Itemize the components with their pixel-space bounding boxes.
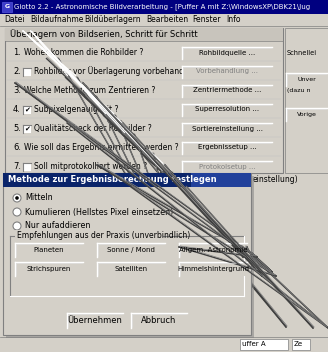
Text: Vorige: Vorige <box>297 112 317 117</box>
Bar <box>97 243 165 257</box>
Bar <box>240 339 288 350</box>
Text: Fenster: Fenster <box>192 15 220 25</box>
Bar <box>0 0 328 14</box>
Text: 4.: 4. <box>13 105 21 114</box>
Text: Ze: Ze <box>294 341 303 347</box>
Text: uffer A: uffer A <box>242 341 266 347</box>
Text: Satelliten: Satelliten <box>114 266 148 272</box>
Text: 3.: 3. <box>13 86 21 95</box>
Bar <box>0 337 328 352</box>
Text: Empfehlungen aus der Praxis (unverbindlich): Empfehlungen aus der Praxis (unverbindli… <box>17 231 190 239</box>
Bar <box>23 163 31 170</box>
Bar <box>15 230 163 239</box>
Text: Subpixelgenauigkeit ?: Subpixelgenauigkeit ? <box>34 105 118 114</box>
Bar <box>182 122 272 134</box>
Bar <box>23 125 31 132</box>
Bar <box>179 243 247 257</box>
Bar <box>182 161 272 172</box>
Bar <box>182 142 272 153</box>
Bar <box>67 313 123 328</box>
Bar <box>23 68 31 75</box>
Text: Bearbeiten: Bearbeiten <box>146 15 188 25</box>
Text: Bildüberlagern: Bildüberlagern <box>84 15 141 25</box>
Text: Sortiereinstellung ...: Sortiereinstellung ... <box>192 126 262 132</box>
Bar <box>3 173 251 335</box>
Circle shape <box>13 222 21 230</box>
Text: Allgem. Astronomie: Allgem. Astronomie <box>179 247 247 253</box>
Bar <box>286 73 327 86</box>
Text: Unver: Unver <box>297 77 316 82</box>
Text: Ergebnissetup ...: Ergebnissetup ... <box>198 145 256 151</box>
Bar <box>15 262 83 276</box>
Bar <box>10 236 244 301</box>
Text: Rohbildquelle ...: Rohbildquelle ... <box>199 50 255 56</box>
Text: Datei: Datei <box>4 15 25 25</box>
Bar <box>2 2 12 12</box>
Text: Welche Methode zum Zentrieren ?: Welche Methode zum Zentrieren ? <box>24 86 155 95</box>
Bar <box>0 337 328 352</box>
Text: Superresolution ...: Superresolution ... <box>195 107 259 113</box>
Text: Soll mitprotokolliert werden ?: Soll mitprotokolliert werden ? <box>34 162 147 171</box>
Text: Nur aufaddieren: Nur aufaddieren <box>25 221 91 231</box>
Text: Rohbilder vor Überlagerung vorbehandeln ?: Rohbilder vor Überlagerung vorbehandeln … <box>34 67 202 76</box>
Text: Schnellei: Schnellei <box>287 50 317 56</box>
Text: 5.: 5. <box>13 124 21 133</box>
Text: 1.: 1. <box>13 48 21 57</box>
Bar <box>182 103 272 115</box>
Bar <box>6 176 254 338</box>
Text: ✔: ✔ <box>24 107 30 113</box>
Text: Info: Info <box>226 15 240 25</box>
Text: Bildaufnahme: Bildaufnahme <box>30 15 83 25</box>
Text: Methode zur Ergebnisberechnung festlegen: Methode zur Ergebnisberechnung festlegen <box>8 176 216 184</box>
Bar <box>292 339 310 350</box>
Text: Sonne / Mond: Sonne / Mond <box>107 247 155 253</box>
Text: Zentriermethode ...: Zentriermethode ... <box>193 88 261 94</box>
Text: Vorbehandlung ...: Vorbehandlung ... <box>196 69 258 75</box>
Bar <box>182 65 272 77</box>
Text: Giotto 2.2 - Astronomische Bildverarbeitung - [Puffer A mit Z:\WindowsXP\DBK21\J: Giotto 2.2 - Astronomische Bildverarbeit… <box>14 4 310 10</box>
Text: ✔: ✔ <box>24 126 30 132</box>
Bar <box>97 262 165 276</box>
Text: Qualitätscheck der Rohbilder ?: Qualitätscheck der Rohbilder ? <box>34 124 152 133</box>
Bar <box>15 243 83 257</box>
Bar <box>5 28 283 41</box>
Bar <box>5 28 283 173</box>
Circle shape <box>13 208 21 216</box>
Circle shape <box>15 196 19 200</box>
Bar <box>3 173 251 187</box>
Text: Planeten: Planeten <box>34 247 64 253</box>
Bar <box>285 28 328 173</box>
Text: 7.: 7. <box>13 162 21 171</box>
Bar <box>0 14 328 26</box>
Text: einstellung): einstellung) <box>253 176 298 184</box>
Bar <box>131 313 187 328</box>
Text: Protokolsetup ...: Protokolsetup ... <box>199 163 255 170</box>
Bar <box>23 106 31 113</box>
Text: G: G <box>5 5 10 10</box>
Bar <box>191 173 251 187</box>
Text: Strichspuren: Strichspuren <box>27 266 71 272</box>
Bar <box>182 46 272 58</box>
Bar <box>179 262 247 276</box>
Text: Woher kommen die Rohbilder ?: Woher kommen die Rohbilder ? <box>24 48 143 57</box>
Text: 2.: 2. <box>13 67 21 76</box>
Circle shape <box>13 194 21 202</box>
Text: Wie soll das Ergebnis ermittelt werden ?: Wie soll das Ergebnis ermittelt werden ? <box>24 143 179 152</box>
Text: Kumulieren (Hellstes Pixel einsetzen): Kumulieren (Hellstes Pixel einsetzen) <box>25 207 173 216</box>
Text: (dazu n: (dazu n <box>287 88 311 93</box>
Bar <box>182 84 272 96</box>
Text: Übernehmen: Übernehmen <box>68 316 122 325</box>
Text: Mitteln: Mitteln <box>25 194 52 202</box>
Text: 6.: 6. <box>13 143 21 152</box>
Text: Abbruch: Abbruch <box>141 316 177 325</box>
Bar <box>286 108 327 121</box>
Text: Überlagern von Bildserien, Schritt für Schritt: Überlagern von Bildserien, Schritt für S… <box>10 30 198 39</box>
Text: Himmelshintergrund: Himmelshintergrund <box>177 266 249 272</box>
